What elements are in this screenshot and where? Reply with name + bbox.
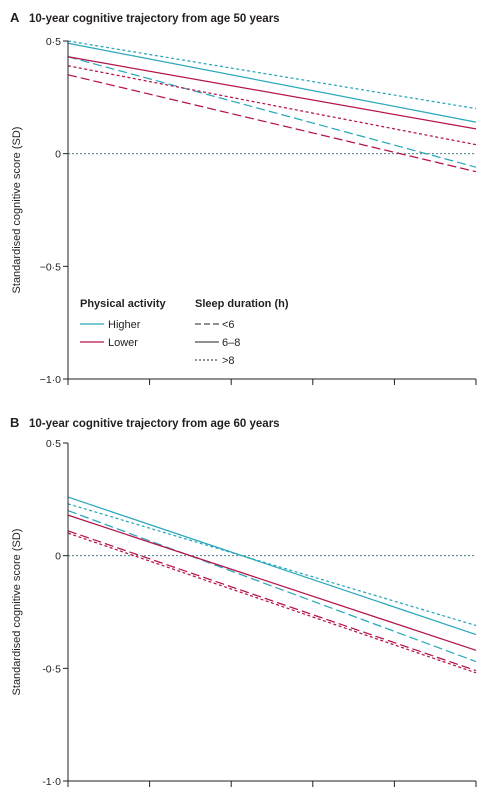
series-line-higher-dotted	[67, 40, 477, 110]
series-line-lower-solid	[67, 514, 477, 651]
series-line-lower-dotted	[67, 65, 477, 146]
series-line-lower-solid	[67, 56, 477, 130]
panel-title: 10-year cognitive trajectory from age 60…	[29, 418, 280, 430]
y-tick-label: 0	[55, 149, 61, 161]
series-line-higher-dashed	[67, 56, 477, 168]
series-layer	[67, 40, 477, 173]
panel-title: 10-year cognitive trajectory from age 50…	[29, 13, 280, 25]
y-axis-label: Standardised cognitive score (SD)	[11, 127, 23, 294]
panel-b: B 10-year cognitive trajectory from age …	[10, 415, 477, 788]
legend: Physical activity Sleep duration (h) Hig…	[80, 298, 289, 367]
series-line-lower-dashed	[67, 74, 477, 173]
legend-label-lower: Lower	[108, 337, 138, 349]
panel-letter: A	[10, 10, 20, 25]
series-line-lower-dashed	[67, 530, 477, 672]
y-tick-label: -1·0	[42, 776, 61, 788]
axes-layer: 0·5 0 -0·5 -1·0	[42, 438, 477, 788]
axes-layer: 0·5 0 −0·5 −1·0	[40, 36, 477, 386]
series-line-lower-dotted	[67, 532, 477, 674]
series-line-higher-dotted	[67, 503, 477, 627]
legend-title-sleep: Sleep duration (h)	[195, 298, 289, 310]
series-line-higher-solid	[67, 496, 477, 636]
y-tick-label: -0·5	[42, 663, 61, 675]
series-line-higher-solid	[67, 42, 477, 123]
series-line-higher-dashed	[67, 510, 477, 663]
panel-letter: B	[10, 415, 19, 430]
legend-label-sleep-lt6: <6	[222, 319, 235, 331]
y-tick-label: −1·0	[40, 374, 61, 386]
y-axis-label: Standardised cognitive score (SD)	[11, 529, 23, 696]
legend-title-activity: Physical activity	[80, 298, 166, 310]
legend-label-sleep-6-8: 6–8	[222, 337, 240, 349]
y-tick-label: 0·5	[46, 36, 61, 48]
y-tick-label: 0·5	[46, 438, 61, 450]
series-layer	[67, 496, 477, 674]
y-tick-label: 0	[55, 551, 61, 563]
legend-label-sleep-gt8: >8	[222, 355, 235, 367]
panel-a: A 10-year cognitive trajectory from age …	[10, 10, 477, 386]
legend-label-higher: Higher	[108, 319, 141, 331]
y-tick-label: −0·5	[40, 261, 61, 273]
